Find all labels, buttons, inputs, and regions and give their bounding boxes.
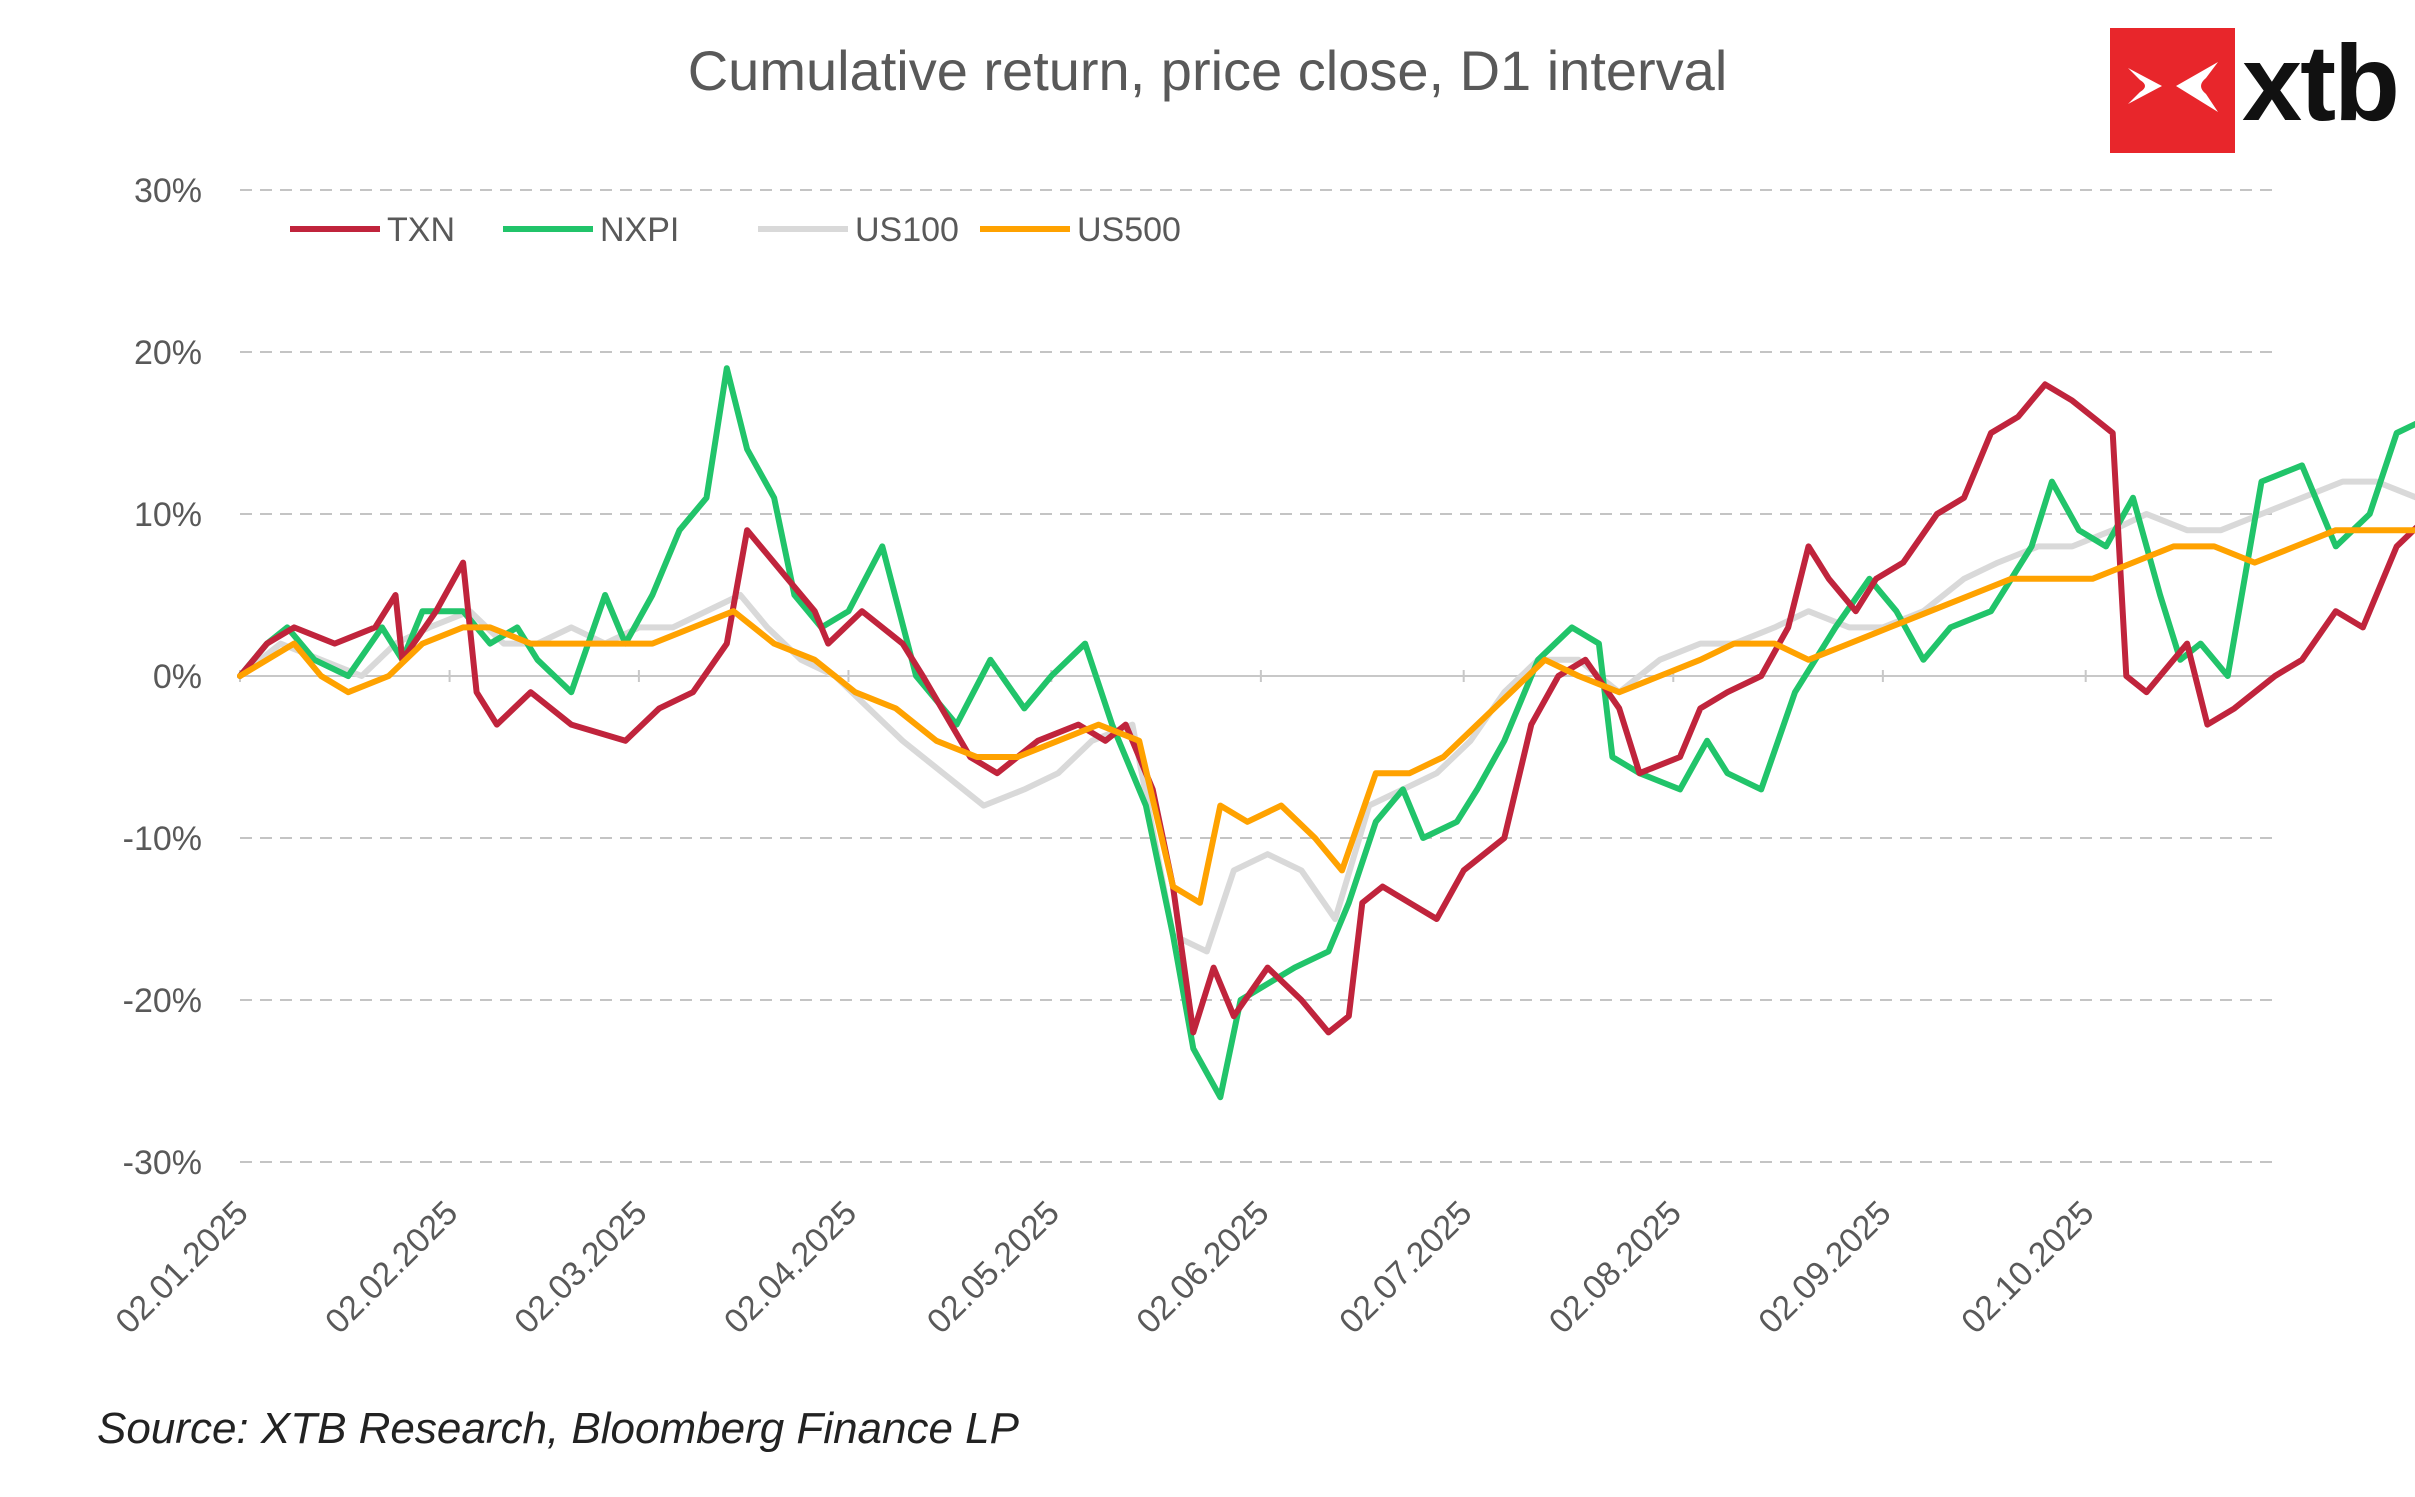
series-line-nxpi (237, 365, 2415, 1101)
x-tick-label: 02.10.2025 (1954, 1194, 2101, 1341)
xtb-logo: xtb (2110, 22, 2410, 153)
legend-label: TXN (387, 211, 455, 249)
x-axis-ticks: 02.01.2025 02.02.2025 02.03.2025 02.04.2025… (108, 670, 2101, 1341)
source-note: Source: XTB Research, Bloomberg Finance … (97, 1404, 1020, 1453)
series-line-us500 (237, 527, 2415, 906)
xtb-logo-mark-icon (2110, 28, 2235, 153)
x-tick-label: 02.08.2025 (1542, 1194, 1689, 1341)
series-line-txn (237, 381, 2415, 1036)
y-tick-label: 20% (134, 334, 202, 372)
series-line-us100 (237, 478, 2415, 955)
x-tick-label: 02.09.2025 (1751, 1194, 1898, 1341)
y-tick-label: -10% (123, 820, 202, 858)
y-tick-label: -30% (123, 1144, 202, 1182)
x-tick-label: 02.03.2025 (507, 1194, 654, 1341)
y-axis-ticks: 30% 20% 10% 0% -10% -20% -30% (123, 172, 202, 1182)
x-tick-label: 02.02.2025 (318, 1194, 465, 1341)
x-tick-label: 02.01.2025 (108, 1194, 255, 1341)
x-tick-label: 02.06.2025 (1129, 1194, 1276, 1341)
series-lines (237, 365, 2415, 1101)
legend: TXN NXPI US100 US500 (290, 211, 1181, 249)
y-tick-label: 0% (153, 658, 202, 696)
chart-title: Cumulative return, price close, D1 inter… (687, 39, 1728, 102)
y-tick-label: -20% (123, 982, 202, 1020)
legend-label: NXPI (600, 211, 679, 249)
xtb-logo-wordmark: xtb (2242, 22, 2400, 143)
x-tick-label: 02.04.2025 (717, 1194, 864, 1341)
x-tick-label: 02.07.2025 (1332, 1194, 1479, 1341)
legend-label: US100 (855, 211, 959, 249)
legend-label: US500 (1077, 211, 1181, 249)
grid-lines (240, 189, 2275, 1163)
y-tick-label: 30% (134, 172, 202, 210)
x-tick-label: 02.05.2025 (920, 1194, 1067, 1341)
y-tick-label: 10% (134, 496, 202, 534)
